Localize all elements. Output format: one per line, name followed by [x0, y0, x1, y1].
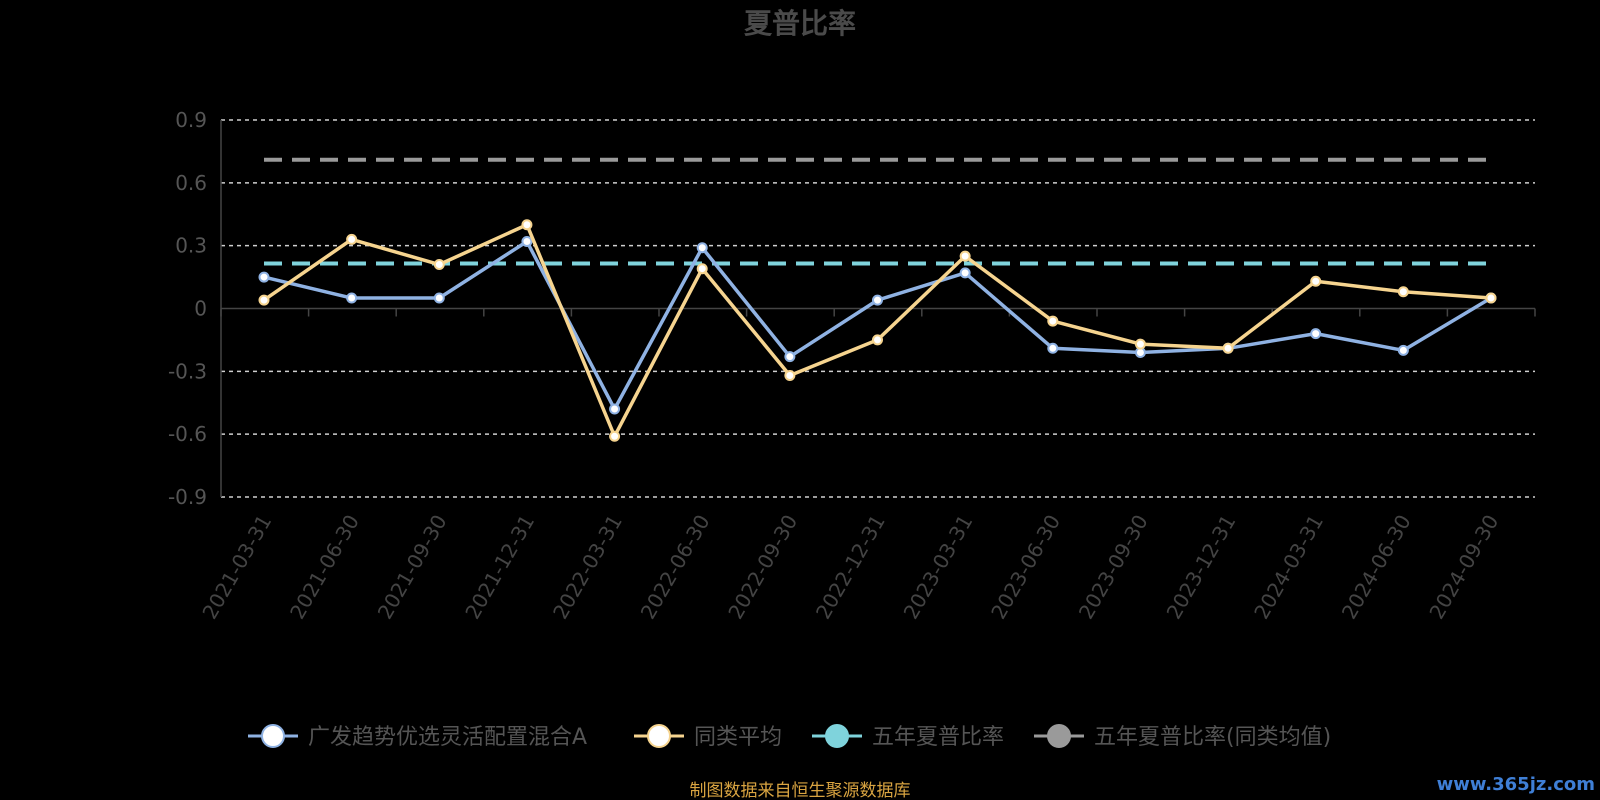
x-tick-label: 2021-09-30: [373, 511, 452, 624]
data-point: [521, 235, 533, 247]
legend-label: 广发趋势优选灵活配置混合A: [308, 725, 587, 750]
data-point: [872, 334, 883, 346]
data-source-note: 制图数据来自恒生聚源数据库: [690, 781, 911, 800]
y-tick-label: 0.6: [175, 171, 207, 195]
y-tick-label: -0.6: [168, 422, 207, 446]
x-tick-label: 2023-09-30: [1074, 511, 1153, 624]
data-point: [433, 292, 445, 304]
legend-label: 五年夏普比率(同类均值): [1094, 725, 1331, 750]
data-point: [1397, 286, 1409, 298]
series-lines: [258, 219, 1497, 442]
chart-title: 夏普比率: [744, 7, 856, 40]
data-point: [1397, 344, 1409, 356]
data-point: [872, 294, 883, 306]
data-point: [1134, 338, 1146, 350]
data-point: [346, 292, 358, 304]
data-point: [258, 294, 270, 306]
y-tick-label: -0.9: [168, 485, 207, 509]
x-tick-label: 2021-03-31: [197, 511, 276, 624]
x-tick-label: 2022-03-31: [548, 511, 627, 624]
data-point: [1310, 328, 1322, 340]
watermark: www.365jz.com: [1437, 774, 1595, 795]
data-point: [959, 250, 971, 262]
legend-label: 五年夏普比率: [872, 725, 1004, 750]
data-point: [784, 351, 796, 363]
x-tick-label: 2024-06-30: [1337, 511, 1416, 624]
data-point: [1485, 292, 1497, 304]
data-point: [521, 219, 533, 231]
data-point: [696, 242, 708, 254]
data-point: [959, 267, 971, 279]
legend-marker: [647, 724, 671, 748]
x-tick-label: 2022-12-31: [811, 511, 890, 624]
data-point: [1310, 275, 1322, 287]
x-tick-label: 2021-06-30: [285, 511, 364, 624]
data-point: [258, 271, 270, 283]
x-tick-label: 2024-03-31: [1249, 511, 1328, 624]
data-point: [1047, 315, 1059, 327]
data-point: [1222, 342, 1234, 354]
x-tick-label: 2023-03-31: [899, 510, 978, 623]
data-point: [784, 370, 796, 382]
y-tick-label: 0: [194, 297, 207, 321]
legend-marker: [261, 724, 285, 748]
data-point: [696, 263, 708, 275]
legend-label: 同类平均: [694, 725, 782, 750]
series-line: [263, 239, 1492, 411]
legend: 广发趋势优选灵活配置混合A 同类平均 五年夏普比率 五年夏普比率(同类均值): [248, 724, 1331, 750]
data-point: [433, 259, 445, 271]
series-line: [263, 222, 1492, 439]
data-point: [609, 403, 621, 415]
x-tick-label: 2023-06-30: [986, 511, 1065, 624]
y-tick-label: 0.3: [175, 234, 207, 258]
y-tick-label: -0.3: [168, 359, 207, 383]
grid-lines: [221, 119, 1535, 498]
data-point: [346, 233, 358, 245]
data-point: [1047, 342, 1059, 354]
x-tick-label: 2022-09-30: [723, 511, 802, 624]
x-tick-label: 2024-09-30: [1424, 511, 1503, 624]
y-tick-label: 0.9: [175, 108, 207, 132]
legend-marker: [1047, 724, 1071, 748]
x-tick-label: 2022-06-30: [636, 511, 715, 624]
legend-marker: [825, 724, 849, 748]
data-point: [609, 430, 621, 442]
reference-lines: [264, 157, 1491, 266]
x-tick-label: 2021-12-31: [460, 511, 539, 624]
x-tick-label: 2023-12-31: [1161, 511, 1240, 624]
